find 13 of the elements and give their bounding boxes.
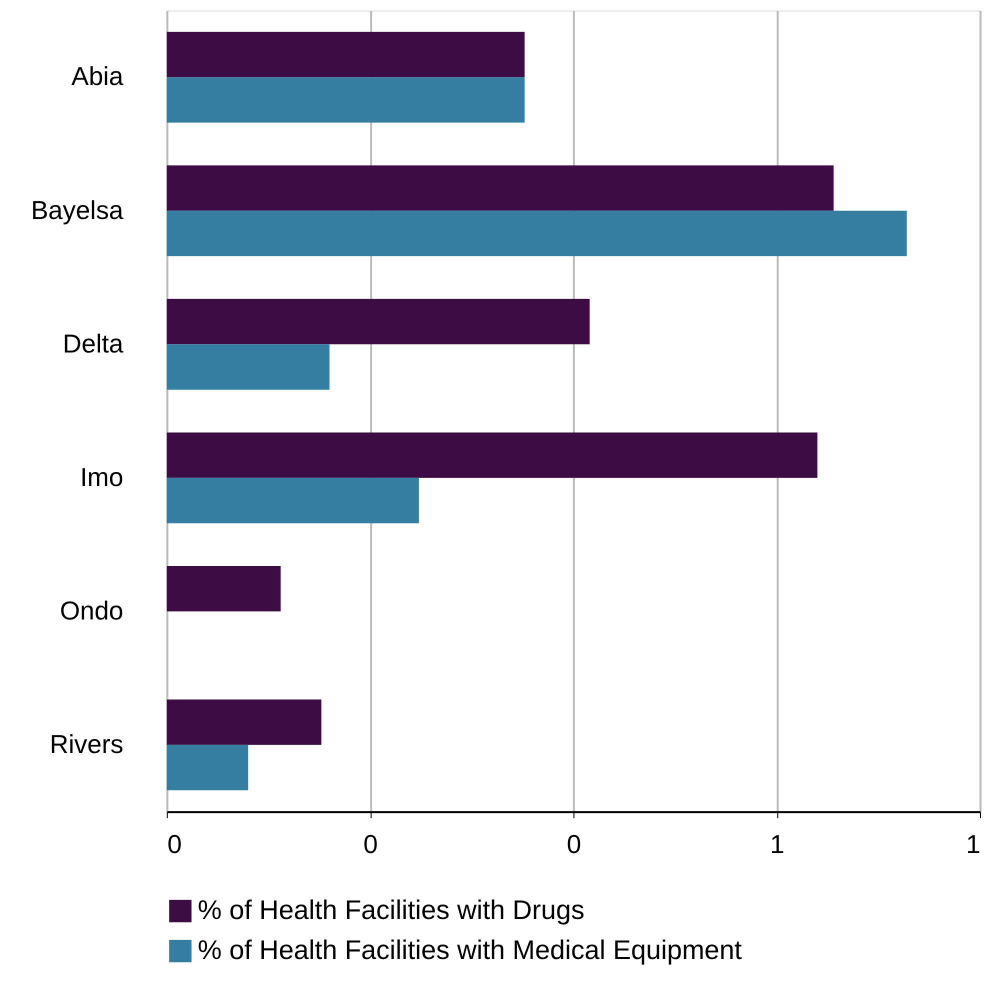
x-tick-label: 0 (167, 829, 182, 860)
y-tick-label: Imo (80, 462, 124, 492)
y-tick-label: Abia (71, 61, 124, 92)
x-tick-label: 0 (566, 829, 582, 860)
x-tick-label: 1 (966, 829, 981, 860)
y-tick-label: Rivers (50, 728, 124, 759)
legend-label: % of Health Facilities with Drugs (198, 895, 585, 926)
legend-label: % of Health Facilities with Medical Equipment (198, 935, 742, 966)
y-tick-label: Delta (62, 328, 124, 358)
y-tick-label: Ondo (60, 595, 124, 626)
x-tick-label: 1 (770, 829, 784, 860)
y-tick-label: Bayelsa (30, 194, 124, 225)
x-tick-label: 0 (363, 829, 378, 860)
